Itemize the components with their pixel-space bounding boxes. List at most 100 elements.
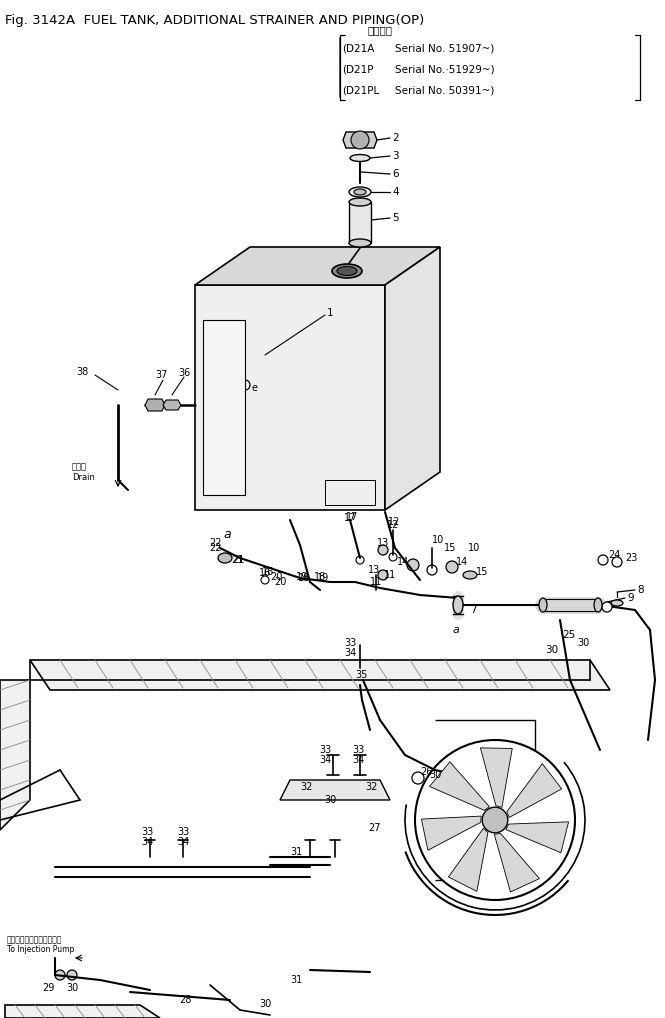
Text: 34: 34 — [352, 755, 364, 765]
Text: 15: 15 — [476, 567, 488, 577]
Circle shape — [55, 970, 65, 980]
Text: Serial No. 50391~): Serial No. 50391~) — [395, 84, 494, 95]
Polygon shape — [195, 285, 385, 510]
Polygon shape — [195, 247, 440, 285]
Text: 33: 33 — [177, 827, 189, 837]
Text: ドレン: ドレン — [72, 462, 87, 471]
Circle shape — [389, 553, 397, 561]
Ellipse shape — [349, 239, 371, 247]
Text: 33: 33 — [319, 745, 331, 755]
Text: 18: 18 — [314, 572, 326, 582]
Text: 30: 30 — [259, 999, 271, 1009]
Text: 12: 12 — [388, 517, 400, 527]
Polygon shape — [507, 764, 562, 817]
Text: 31: 31 — [290, 975, 302, 985]
Polygon shape — [385, 247, 440, 510]
Text: e: e — [252, 383, 258, 393]
Ellipse shape — [539, 598, 547, 612]
Text: 5: 5 — [392, 213, 398, 223]
Text: a: a — [453, 625, 460, 635]
Text: 31: 31 — [290, 847, 302, 857]
Ellipse shape — [453, 596, 463, 614]
Circle shape — [351, 131, 369, 149]
Text: Serial No.·51929~): Serial No.·51929~) — [395, 64, 495, 74]
Text: 30: 30 — [324, 795, 336, 805]
Polygon shape — [280, 780, 390, 800]
Text: 30: 30 — [577, 638, 589, 648]
Text: (D21PL: (D21PL — [342, 84, 379, 95]
Ellipse shape — [463, 571, 477, 579]
Ellipse shape — [349, 197, 371, 206]
Polygon shape — [145, 399, 165, 411]
Text: 22: 22 — [209, 538, 222, 548]
Text: Fig. 3142A  FUEL TANK, ADDITIONAL STRAINER AND PIPING(OP): Fig. 3142A FUEL TANK, ADDITIONAL STRAINE… — [5, 14, 424, 27]
Text: 7: 7 — [470, 605, 477, 615]
Text: 30: 30 — [545, 645, 558, 655]
Text: 34: 34 — [319, 755, 331, 765]
Polygon shape — [343, 132, 377, 148]
Text: 27: 27 — [368, 823, 380, 833]
Circle shape — [407, 559, 419, 571]
Text: 13: 13 — [377, 538, 389, 548]
Text: 9: 9 — [627, 593, 634, 603]
Text: 20: 20 — [275, 577, 287, 587]
Text: 12: 12 — [387, 520, 399, 530]
Polygon shape — [5, 1005, 160, 1018]
Ellipse shape — [349, 187, 371, 197]
Text: 8: 8 — [637, 585, 644, 595]
Circle shape — [412, 772, 424, 784]
Circle shape — [67, 970, 77, 980]
Text: 6: 6 — [392, 169, 398, 179]
Circle shape — [240, 380, 250, 390]
Polygon shape — [480, 748, 512, 807]
Text: 4: 4 — [392, 187, 398, 197]
Text: 11: 11 — [384, 570, 396, 580]
Text: a: a — [223, 528, 231, 542]
Ellipse shape — [350, 155, 370, 162]
Text: 17: 17 — [344, 513, 356, 523]
Text: 2: 2 — [392, 133, 398, 143]
Polygon shape — [163, 400, 181, 410]
Text: 15: 15 — [444, 543, 456, 553]
Ellipse shape — [354, 189, 366, 195]
Polygon shape — [506, 822, 569, 853]
Text: 32: 32 — [365, 782, 377, 792]
Circle shape — [612, 557, 622, 567]
Text: 34: 34 — [177, 837, 189, 847]
Circle shape — [598, 555, 608, 565]
Text: 34: 34 — [344, 648, 356, 658]
Polygon shape — [430, 761, 489, 810]
Text: 24: 24 — [608, 550, 620, 560]
Text: インジェクションポンプへ: インジェクションポンプへ — [7, 936, 63, 945]
Circle shape — [357, 677, 367, 687]
Polygon shape — [30, 660, 610, 690]
Text: To Injection Pump: To Injection Pump — [7, 946, 74, 955]
Text: 16: 16 — [259, 568, 271, 578]
Polygon shape — [349, 202, 371, 243]
Text: 20: 20 — [271, 572, 283, 582]
Text: 3: 3 — [392, 151, 398, 161]
Text: 19: 19 — [296, 572, 308, 582]
Ellipse shape — [332, 264, 362, 278]
Text: 14: 14 — [456, 557, 468, 567]
Text: 10: 10 — [468, 543, 480, 553]
Ellipse shape — [218, 553, 232, 563]
Text: 26: 26 — [420, 767, 432, 777]
Polygon shape — [203, 320, 245, 495]
Polygon shape — [494, 834, 539, 892]
Text: 19: 19 — [317, 573, 329, 583]
Text: 適用号機: 適用号機 — [368, 25, 393, 35]
Text: 30: 30 — [429, 770, 441, 780]
Text: 1: 1 — [327, 308, 334, 318]
Polygon shape — [422, 816, 481, 850]
Text: 23: 23 — [625, 553, 637, 563]
Ellipse shape — [594, 598, 602, 612]
Text: 30: 30 — [66, 983, 78, 993]
Text: 18: 18 — [298, 573, 310, 583]
Text: 17: 17 — [346, 512, 358, 522]
Text: 25: 25 — [562, 630, 575, 640]
Circle shape — [261, 576, 269, 584]
Text: 32: 32 — [300, 782, 313, 792]
Text: 33: 33 — [352, 745, 364, 755]
Circle shape — [378, 570, 388, 580]
